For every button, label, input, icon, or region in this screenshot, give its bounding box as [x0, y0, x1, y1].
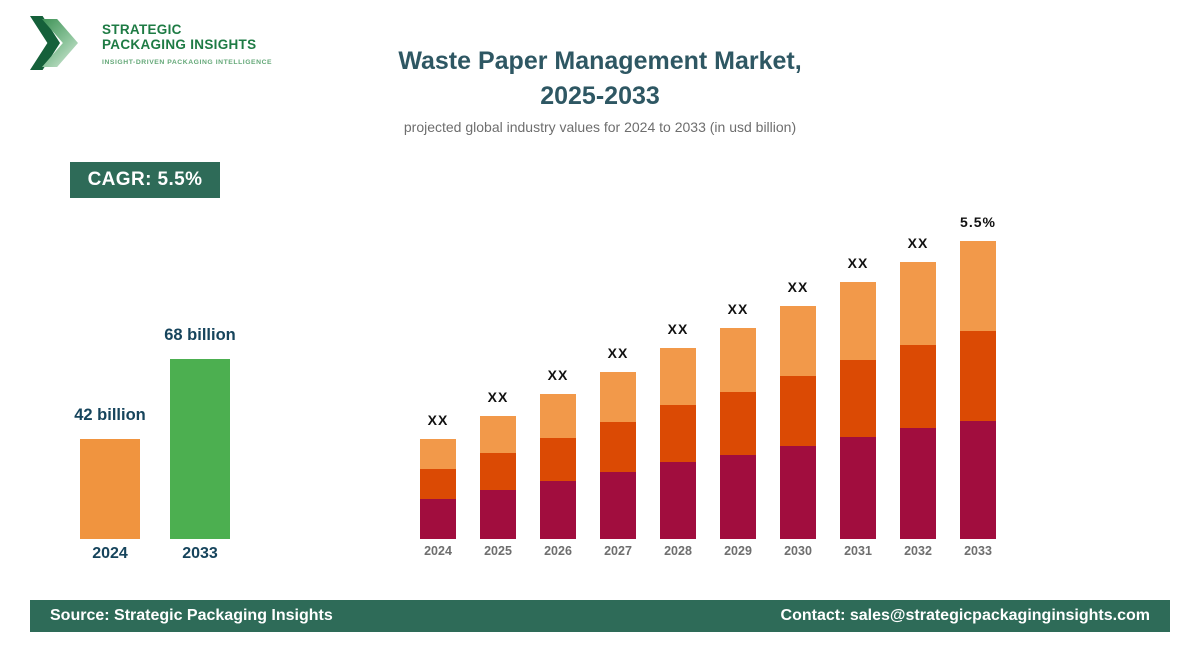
- stacked-bar-2028-segment-bottom: [660, 462, 696, 539]
- stacked-bar-2024-segment-middle: [420, 469, 456, 499]
- stacked-bar-2033-segment-bottom: [960, 421, 996, 539]
- stacked-bar-2027-segment-bottom: [600, 472, 636, 539]
- stacked-bar-2027: [600, 372, 636, 539]
- brand-logo: STRATEGIC PACKAGING INSIGHTS INSIGHT-DRI…: [30, 14, 272, 72]
- x-axis-label-2033: 2033: [964, 544, 992, 558]
- x-axis-label-2032: 2032: [904, 544, 932, 558]
- x-axis-label-2031: 2031: [844, 544, 872, 558]
- stacked-bar-value-label-2028: XX: [667, 321, 689, 337]
- stacked-bar-2027-segment-top: [600, 372, 636, 422]
- stacked-bar-2025: [480, 416, 516, 539]
- brand-text: STRATEGIC PACKAGING INSIGHTS INSIGHT-DRI…: [102, 14, 272, 66]
- stacked-bar-2028-segment-top: [660, 348, 696, 405]
- brand-name-line1: STRATEGIC: [102, 22, 182, 37]
- stacked-bar-2030: [780, 306, 816, 539]
- mini-bar-year-label-2033: 2033: [182, 545, 218, 562]
- footer-bar: Source: Strategic Packaging Insights Con…: [30, 600, 1170, 632]
- stacked-bar-2031-segment-middle: [840, 360, 876, 437]
- stacked-bar-2026-segment-top: [540, 394, 576, 438]
- stacked-bar-2031-segment-top: [840, 282, 876, 360]
- double-chevron-right-icon: [30, 14, 78, 72]
- stacked-bar-2029-segment-middle: [720, 392, 756, 455]
- stacked-bar-value-label-2027: XX: [607, 345, 629, 361]
- stacked-bar-2029-segment-bottom: [720, 455, 756, 539]
- mini-bar-2033: [170, 359, 230, 539]
- stacked-bar-2024-segment-top: [420, 439, 456, 469]
- page-title-line1: Waste Paper Management Market,: [398, 47, 802, 75]
- stacked-bar-value-label-2030: XX: [787, 279, 809, 295]
- stacked-bar-2024-segment-bottom: [420, 499, 456, 539]
- stacked-bar-2025-segment-middle: [480, 453, 516, 490]
- x-axis-label-2028: 2028: [664, 544, 692, 558]
- x-axis-label-2029: 2029: [724, 544, 752, 558]
- stacked-bar-2025-segment-top: [480, 416, 516, 453]
- stacked-bar-2033-segment-middle: [960, 331, 996, 421]
- brand-tagline: INSIGHT-DRIVEN PACKAGING INTELLIGENCE: [102, 59, 273, 66]
- source-text: Source: Strategic Packaging Insights: [50, 607, 333, 624]
- stacked-bar-2030-segment-bottom: [780, 446, 816, 539]
- stacked-bar-2032-segment-top: [900, 262, 936, 345]
- stacked-bar-2025-segment-bottom: [480, 490, 516, 539]
- stacked-bar-2024: [420, 439, 456, 539]
- stacked-bar-2032-segment-bottom: [900, 428, 936, 539]
- stacked-bar-2026-segment-bottom: [540, 481, 576, 539]
- stacked-bar-2032: [900, 262, 936, 539]
- stacked-bar-value-label-2025: XX: [487, 389, 509, 405]
- mini-bar-year-label-2024: 2024: [92, 545, 128, 562]
- mini-bar-value-label-2033: 68 billion: [164, 326, 236, 344]
- market-size-comparison-chart: 42 billion 2024 68 billion 2033: [50, 320, 260, 570]
- mini-bar-value-label-2024: 42 billion: [74, 406, 146, 424]
- mini-bar-2024: [80, 439, 140, 539]
- stacked-bar-2029: [720, 328, 756, 539]
- stacked-bar-2027-segment-middle: [600, 422, 636, 472]
- stacked-bar-value-label-2032: XX: [907, 235, 929, 251]
- x-axis-label-2026: 2026: [544, 544, 572, 558]
- page-title-line2: 2025-2033: [540, 82, 660, 110]
- stacked-bar-2029-segment-top: [720, 328, 756, 392]
- stacked-bar-2028-segment-middle: [660, 405, 696, 462]
- cagr-badge: CAGR: 5.5%: [70, 162, 220, 198]
- x-axis-label-2030: 2030: [784, 544, 812, 558]
- stacked-bar-2030-segment-top: [780, 306, 816, 376]
- stacked-bar-value-label-2026: XX: [547, 367, 569, 383]
- contact-text: Contact: sales@strategicpackaginginsight…: [780, 607, 1150, 624]
- stacked-bar-2028: [660, 348, 696, 539]
- stacked-bar-value-label-2029: XX: [727, 301, 749, 317]
- brand-name-line2: PACKAGING INSIGHTS: [102, 37, 257, 52]
- stacked-bar-2032-segment-middle: [900, 345, 936, 428]
- stacked-bar-value-label-2031: XX: [847, 255, 869, 271]
- stacked-bar-2026: [540, 394, 576, 539]
- stacked-bar-2033: [960, 241, 996, 539]
- x-axis-label-2024: 2024: [424, 544, 452, 558]
- stacked-bar-value-label-2033: 5.5%: [960, 214, 996, 230]
- page-subtitle: projected global industry values for 202…: [403, 119, 797, 135]
- x-axis-label-2025: 2025: [484, 544, 512, 558]
- chart-heading: Waste Paper Management Market, 2025-2033…: [0, 44, 1200, 135]
- stacked-bar-2031-segment-bottom: [840, 437, 876, 539]
- stacked-bar-value-label-2024: XX: [427, 412, 449, 428]
- projection-stacked-bar-chart: XX 2024 XX 2025 XX 2026 XX 2027 XX 2028 XX 2029 XX 20…: [420, 200, 1020, 565]
- x-axis-label-2027: 2027: [604, 544, 632, 558]
- stacked-bar-2031: [840, 282, 876, 539]
- stacked-bar-2026-segment-middle: [540, 438, 576, 481]
- stacked-bar-2030-segment-middle: [780, 376, 816, 446]
- stacked-bar-2033-segment-top: [960, 241, 996, 331]
